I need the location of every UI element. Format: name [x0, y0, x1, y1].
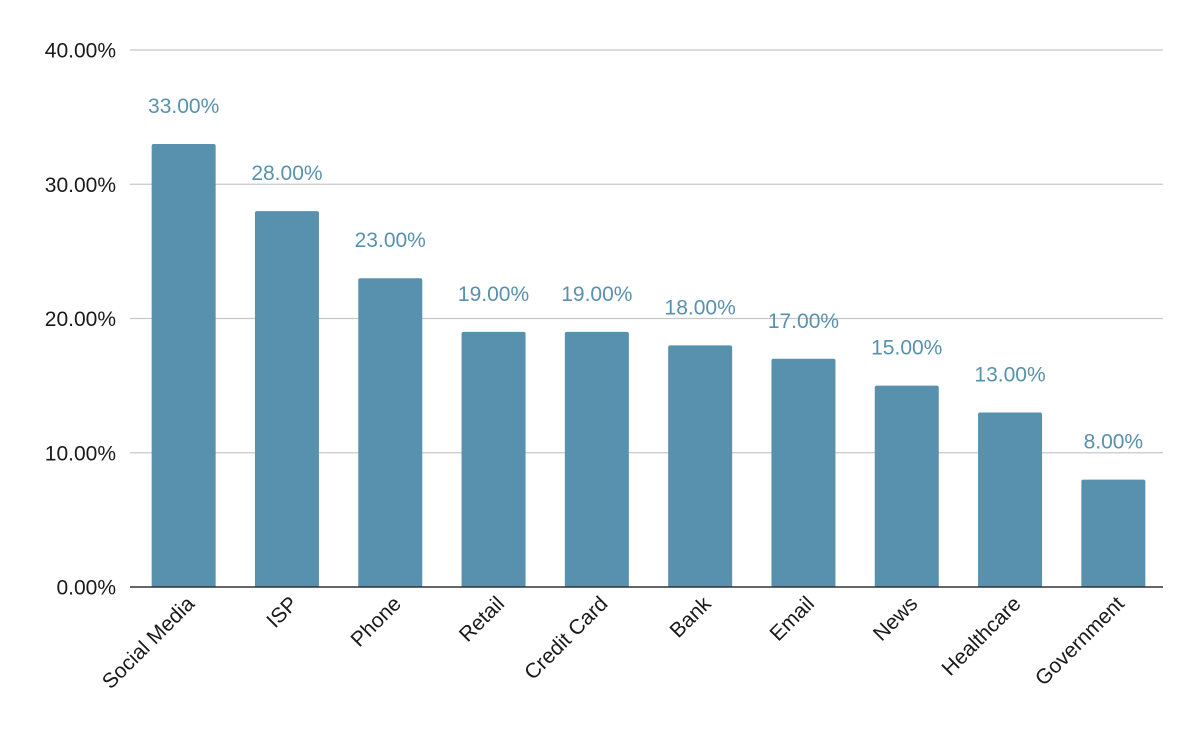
- bar-series: [151, 143, 1146, 587]
- bar: [461, 331, 526, 587]
- bar: [668, 345, 733, 587]
- x-tick-label: News: [869, 592, 922, 645]
- data-label: 18.00%: [665, 296, 736, 319]
- bar: [1081, 479, 1146, 587]
- data-label: 15.00%: [871, 337, 942, 360]
- data-label: 19.00%: [458, 283, 529, 306]
- data-label: 23.00%: [355, 229, 426, 252]
- bar: [358, 278, 423, 587]
- y-tick-label: 0.00%: [56, 577, 116, 600]
- bar: [254, 211, 319, 587]
- x-tick-label: Retail: [455, 592, 509, 646]
- bar: [564, 331, 629, 587]
- data-label: 13.00%: [974, 363, 1045, 386]
- x-tick-label: Healthcare: [938, 592, 1026, 680]
- bar: [874, 385, 939, 587]
- x-tick-label: Email: [766, 592, 819, 645]
- x-tick-label: Government: [1031, 592, 1129, 690]
- y-tick-label: 20.00%: [45, 308, 116, 331]
- y-tick-label: 40.00%: [45, 40, 116, 63]
- data-label: 17.00%: [768, 310, 839, 333]
- data-label: 28.00%: [251, 162, 322, 185]
- data-label: 19.00%: [561, 283, 632, 306]
- bar: [978, 412, 1043, 587]
- y-tick-label: 30.00%: [45, 174, 116, 197]
- data-label: 8.00%: [1084, 431, 1144, 454]
- bar: [151, 143, 216, 587]
- x-tick-label: ISP: [262, 592, 302, 632]
- x-axis-tick-labels: Social Media ISP Phone Retail Credit Card Ban…: [98, 592, 1129, 694]
- x-tick-label: Social Media: [98, 592, 200, 694]
- bar: [771, 358, 836, 587]
- data-labels: 33.00% 28.00% 23.00% 19.00% 19.00% 18.00% 17.0…: [148, 95, 1143, 454]
- y-axis-tick-labels: 0.00% 10.00% 20.00% 30.00% 40.00%: [45, 40, 116, 600]
- y-tick-label: 10.00%: [45, 442, 116, 465]
- x-tick-label: Credit Card: [520, 592, 612, 684]
- data-label: 33.00%: [148, 95, 219, 118]
- x-tick-label: Bank: [666, 592, 716, 642]
- x-tick-label: Phone: [347, 592, 406, 651]
